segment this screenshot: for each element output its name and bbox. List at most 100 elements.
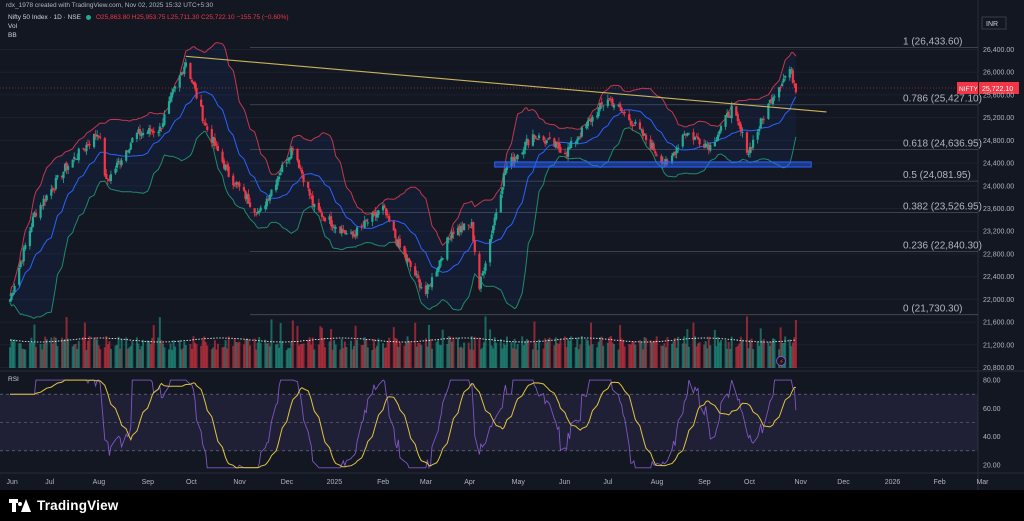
volume-bar bbox=[322, 338, 325, 368]
tradingview-logo[interactable]: TradingView bbox=[9, 498, 118, 513]
indicator-bb[interactable]: BB bbox=[8, 32, 17, 39]
candle-body bbox=[756, 131, 759, 140]
volume-bar bbox=[697, 343, 700, 368]
volume-bar bbox=[53, 336, 56, 368]
price-axis-label: 25,600.00 bbox=[983, 92, 1014, 99]
volume-bar bbox=[640, 341, 643, 368]
time-axis-label: Dec bbox=[837, 479, 850, 486]
candle-body bbox=[773, 96, 776, 98]
candle-body bbox=[62, 171, 65, 179]
candle-body bbox=[493, 217, 496, 226]
volume-bar bbox=[420, 344, 423, 368]
candle-body bbox=[441, 258, 444, 260]
candle-body bbox=[623, 112, 626, 114]
candle-body bbox=[661, 161, 664, 164]
candle-body bbox=[490, 234, 493, 240]
candle-body bbox=[385, 208, 388, 216]
volume-bar bbox=[206, 345, 209, 368]
volume-bar bbox=[236, 342, 239, 368]
volume-bar bbox=[553, 345, 556, 368]
candle-body bbox=[706, 144, 709, 146]
volume-bar bbox=[264, 339, 267, 368]
volume-bar bbox=[204, 341, 207, 368]
volume-bar bbox=[619, 325, 622, 368]
volume-bar bbox=[666, 337, 669, 368]
candle-body bbox=[681, 135, 684, 147]
volume-bar bbox=[452, 338, 455, 368]
candle-body bbox=[276, 178, 279, 186]
candle-body bbox=[715, 139, 718, 142]
candle-body bbox=[141, 132, 145, 136]
volume-bar bbox=[761, 340, 764, 368]
volume-bars bbox=[9, 316, 797, 368]
time-axis-label: Apr bbox=[464, 479, 476, 486]
candle-body bbox=[588, 119, 591, 121]
candle-body bbox=[377, 210, 380, 215]
indicator-vol[interactable]: Vol bbox=[8, 23, 18, 30]
fib-level-label: 0.618 (24,636.95) bbox=[903, 139, 982, 150]
volume-bar bbox=[267, 342, 270, 368]
volume-bar bbox=[245, 338, 248, 368]
volume-bar bbox=[515, 349, 518, 368]
volume-bar bbox=[660, 345, 663, 368]
volume-bar bbox=[469, 349, 472, 368]
volume-bar bbox=[565, 347, 568, 368]
volume-bar bbox=[698, 342, 701, 368]
volume-bar bbox=[752, 349, 755, 368]
candle-body bbox=[718, 130, 721, 135]
volume-bar bbox=[597, 341, 600, 368]
volume-bar bbox=[382, 343, 385, 368]
volume-bar bbox=[415, 346, 418, 368]
time-axis-label: Jul bbox=[45, 479, 54, 486]
candle-body bbox=[478, 253, 481, 289]
volume-bar bbox=[675, 347, 678, 368]
candle-body bbox=[435, 271, 438, 277]
candle-body bbox=[94, 134, 97, 137]
volume-bar bbox=[200, 346, 203, 368]
candle-body bbox=[215, 144, 218, 146]
volume-bar bbox=[501, 348, 504, 368]
chart-canvas[interactable]: 1 (26,433.60) 0.786 (25,427.10) 0.618 (24,… bbox=[0, 0, 1024, 490]
candles bbox=[8, 58, 798, 303]
candle-body bbox=[738, 121, 741, 126]
candle-body bbox=[577, 137, 580, 140]
volume-bar bbox=[212, 347, 215, 368]
candle-body bbox=[268, 194, 272, 201]
candle-body bbox=[544, 140, 547, 144]
candle-body bbox=[184, 62, 187, 67]
candle-body bbox=[285, 162, 288, 164]
volume-bar bbox=[114, 345, 117, 368]
volume-bar bbox=[172, 340, 175, 368]
candle-body bbox=[41, 204, 44, 206]
volume-bar bbox=[131, 341, 134, 368]
candle-body bbox=[82, 148, 85, 150]
volume-bar bbox=[493, 337, 496, 368]
volume-bar bbox=[290, 341, 293, 368]
candle-body bbox=[288, 157, 291, 160]
candle-body bbox=[204, 122, 207, 126]
footer-bar: TradingView bbox=[0, 490, 1024, 521]
candle-body bbox=[409, 261, 412, 267]
bb-upper-line bbox=[9, 42, 797, 297]
volume-bar bbox=[323, 347, 326, 368]
candle-body bbox=[545, 140, 548, 144]
candle-body bbox=[85, 144, 88, 152]
candle-body bbox=[589, 118, 593, 123]
volume-bar bbox=[340, 338, 343, 368]
candle-body bbox=[67, 166, 70, 170]
rsi-line bbox=[10, 379, 797, 469]
candle-body bbox=[366, 222, 369, 224]
volume-bar bbox=[554, 337, 557, 368]
volume-bar bbox=[99, 349, 102, 368]
volume-bar bbox=[233, 338, 236, 368]
price-axis-label: 22,800.00 bbox=[983, 251, 1014, 258]
volume-bar bbox=[447, 336, 450, 368]
volume-bar bbox=[354, 325, 357, 368]
price-axis-label: 21,600.00 bbox=[983, 320, 1014, 327]
candle-body bbox=[313, 204, 316, 208]
candle-body bbox=[729, 116, 732, 118]
volume-bar bbox=[484, 316, 487, 368]
volume-bar bbox=[210, 349, 213, 368]
volume-bar bbox=[495, 342, 498, 368]
volume-bar bbox=[203, 336, 206, 368]
